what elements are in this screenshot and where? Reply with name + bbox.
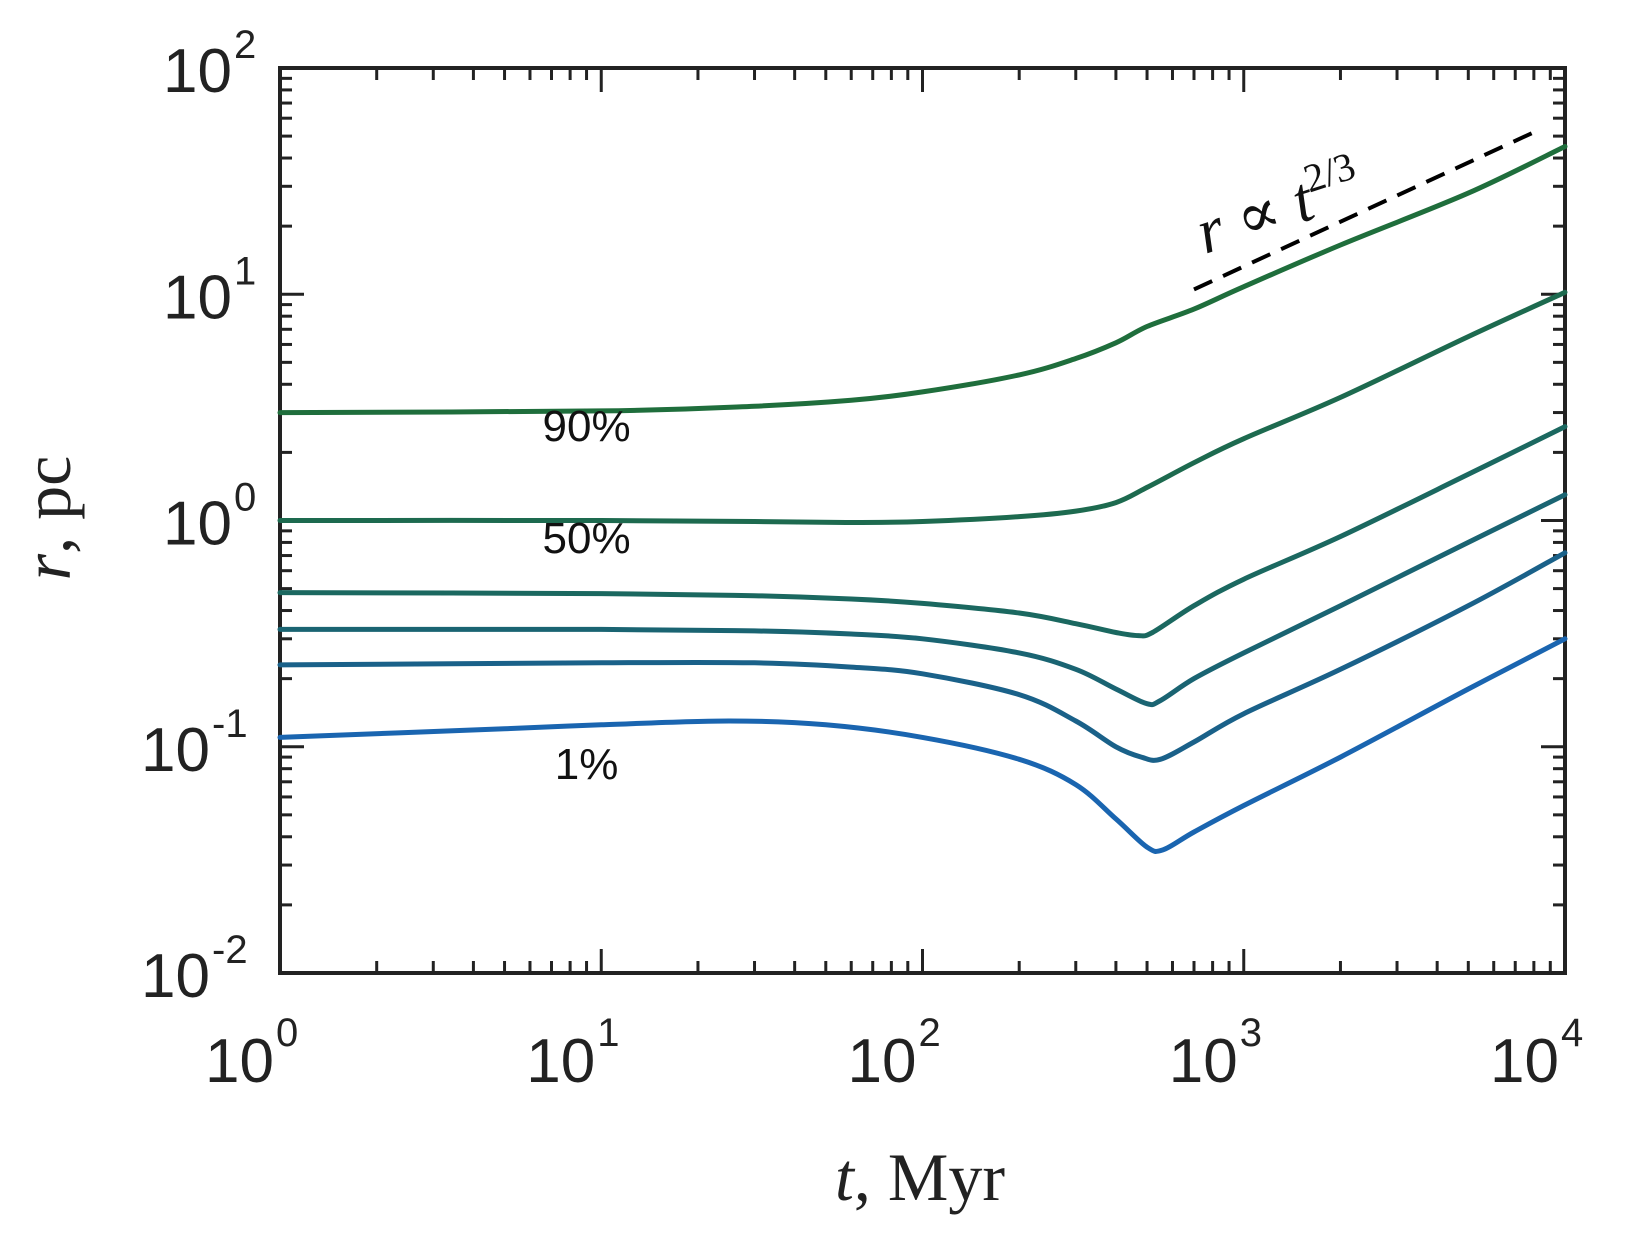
x-tick-exponent: 4: [1561, 1011, 1583, 1055]
minor-ticks: [280, 68, 1565, 973]
x-tick-exponent: 3: [1240, 1011, 1262, 1055]
series-lines: [277, 144, 1568, 854]
series-label: 90%: [543, 402, 631, 451]
y-tick-base: 10: [163, 490, 232, 559]
series-line-2: [277, 289, 1568, 525]
x-tick-label: 10 2: [848, 1011, 941, 1096]
series-line-3: [277, 424, 1568, 639]
x-tick-label: 10 3: [1169, 1011, 1262, 1096]
y-tick-exponent: -1: [212, 702, 248, 746]
x-tick-base: 10: [1169, 1027, 1238, 1096]
y-tick-label: 10 1: [163, 249, 256, 332]
series-label: 50%: [543, 514, 631, 563]
x-tick-base: 10: [526, 1027, 595, 1096]
power-law-annotation: r ∝ t2/3: [1186, 143, 1370, 268]
x-axis-label: t, Myr: [835, 1139, 1005, 1215]
y-tick-label: 10 0: [163, 476, 256, 559]
y-tick-exponent: 2: [234, 23, 256, 67]
x-tick-base: 10: [848, 1027, 917, 1096]
y-tick-base: 10: [141, 716, 210, 785]
y-tick-exponent: 1: [234, 249, 256, 293]
y-tick-label: 10 2: [163, 23, 256, 106]
series-label: 1%: [555, 740, 619, 789]
y-axis-label: r, pc: [9, 456, 85, 581]
y-tick-label: 10 -1: [141, 702, 248, 785]
x-tick-label: 10 4: [1490, 1011, 1583, 1096]
series-line-4: [277, 492, 1568, 708]
series-line-5: [277, 550, 1568, 763]
y-tick-label: 10 -2: [141, 928, 248, 1011]
series-line-1: [277, 144, 1568, 416]
x-tick-exponent: 0: [276, 1011, 298, 1055]
x-tick-base: 10: [205, 1027, 274, 1096]
x-tick-label: 10 1: [526, 1011, 619, 1096]
y-tick-base: 10: [163, 37, 232, 106]
x-tick-base: 10: [1490, 1027, 1559, 1096]
x-tick-exponent: 1: [597, 1011, 619, 1055]
series-line-6: [277, 636, 1568, 854]
y-tick-base: 10: [163, 263, 232, 332]
y-tick-base: 10: [141, 942, 210, 1011]
x-tick-label: 10 0: [205, 1011, 298, 1096]
x-tick-labels: 10 0 10 1 10 2 10 3 10 4: [205, 1011, 1583, 1096]
y-tick-exponent: 0: [234, 476, 256, 520]
series-labels: 90% 50% 1%: [543, 402, 631, 789]
x-tick-exponent: 2: [919, 1011, 941, 1055]
y-tick-exponent: -2: [212, 928, 248, 972]
